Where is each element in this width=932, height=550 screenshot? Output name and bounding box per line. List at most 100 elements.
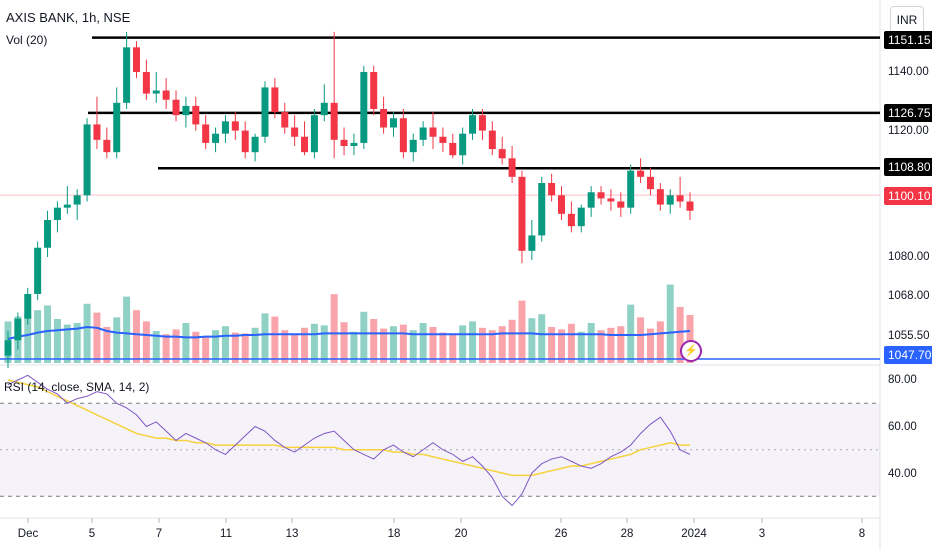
volume-bar [558, 329, 566, 363]
volume-bar [73, 323, 81, 363]
candle-body [172, 99, 180, 116]
candle-body [231, 121, 239, 131]
candle-body [538, 183, 546, 236]
volume-bar [330, 294, 338, 363]
candle-body [656, 189, 664, 205]
candle-body [429, 127, 437, 137]
candle-body [488, 130, 496, 150]
candle-body [113, 102, 121, 153]
volume-bar [627, 304, 635, 363]
candle-body [330, 102, 338, 140]
volume-bar [508, 319, 516, 363]
volume-ma-line [7, 325, 691, 340]
volume-bar [409, 330, 417, 363]
time-label: 5 [88, 528, 96, 540]
volume-bar [192, 331, 200, 363]
level-tag-1151[interactable]: 1151.15 [884, 31, 932, 49]
time-label: 8 [858, 528, 866, 540]
candle-body [202, 124, 210, 143]
volume-bar [498, 326, 506, 363]
time-label: 3 [758, 528, 766, 540]
candle-body [419, 127, 427, 140]
volume-bar [360, 311, 368, 363]
candle-body [251, 136, 259, 153]
candle-body [439, 136, 447, 143]
volume-bar [389, 326, 397, 363]
volume-bar [577, 331, 585, 363]
volume-bar [399, 324, 407, 363]
candle-body [182, 105, 190, 116]
price-tick: 1080.00 [888, 251, 930, 263]
time-label: 18 [387, 528, 401, 540]
rsi-ma-line [7, 379, 690, 477]
candle-body [558, 195, 566, 214]
candle-body [498, 149, 506, 159]
volume-bar [449, 334, 457, 363]
volume-bar [686, 315, 694, 363]
candle-body [380, 109, 388, 128]
candle-body [93, 124, 101, 140]
candle-body [567, 213, 575, 227]
volume-bar [261, 313, 269, 363]
volume-bar [567, 323, 575, 363]
volume-bar [518, 300, 526, 363]
candle-body [4, 340, 12, 356]
volume-bar [528, 318, 536, 363]
time-label: 13 [285, 528, 299, 540]
volume-bar [370, 319, 378, 363]
candle-body [350, 142, 358, 146]
volume-bar [182, 323, 190, 363]
candle-body [103, 139, 111, 153]
volume-bar [666, 284, 674, 363]
candle-body [63, 204, 71, 208]
candle-body [360, 72, 368, 143]
level-tag-1126[interactable]: 1126.75 [884, 104, 932, 122]
volume-bar [281, 330, 289, 363]
level-tag-1108[interactable]: 1108.80 [884, 158, 932, 176]
candle-body [548, 183, 556, 196]
volume-bar [646, 328, 654, 363]
currency-button[interactable]: INR [890, 6, 924, 34]
price-tick: 1055.50 [888, 330, 930, 342]
volume-bar [429, 327, 437, 363]
volume-bar [301, 327, 309, 363]
volume-bar [123, 296, 131, 363]
volume-bar [656, 321, 664, 363]
symbol-title[interactable]: AXIS BANK, 1h, NSE [6, 10, 131, 25]
volume-bar [548, 327, 556, 363]
volume-bar [113, 317, 121, 363]
candle-body [73, 195, 81, 205]
volume-bar [587, 323, 595, 363]
candle-body [666, 195, 674, 205]
volume-bar [162, 334, 170, 363]
volume-bar [459, 325, 467, 363]
candle-body [221, 121, 229, 134]
candle-body [469, 115, 477, 134]
volume-bar [103, 327, 111, 363]
candle-body [281, 112, 289, 128]
candle-body [370, 72, 378, 109]
volume-bar [676, 307, 684, 363]
rsi-legend[interactable]: RSI (14, close, SMA, 14, 2) [4, 380, 150, 394]
volume-ma-tag: 1047.70 [884, 346, 932, 364]
time-label: 26 [554, 528, 568, 540]
candle-body [646, 176, 654, 190]
volume-bar [637, 317, 645, 363]
lightning-icon[interactable]: ⚡ [680, 340, 702, 362]
volume-bar [607, 327, 615, 363]
candle-body [53, 207, 61, 220]
time-label: 2024 [681, 528, 707, 540]
volume-bar [380, 328, 388, 363]
time-label: Dec [17, 528, 39, 540]
volume-bar [172, 329, 180, 363]
volume-bar [597, 330, 605, 363]
rsi-tick: 60.00 [888, 421, 917, 433]
volume-bar [469, 321, 477, 363]
candle-body [271, 87, 279, 113]
candle-body [142, 72, 150, 94]
volume-bar [152, 331, 160, 363]
price-tick: 1140.00 [888, 66, 929, 78]
candle-body [123, 47, 131, 103]
volume-legend[interactable]: Vol (20) [6, 33, 48, 47]
